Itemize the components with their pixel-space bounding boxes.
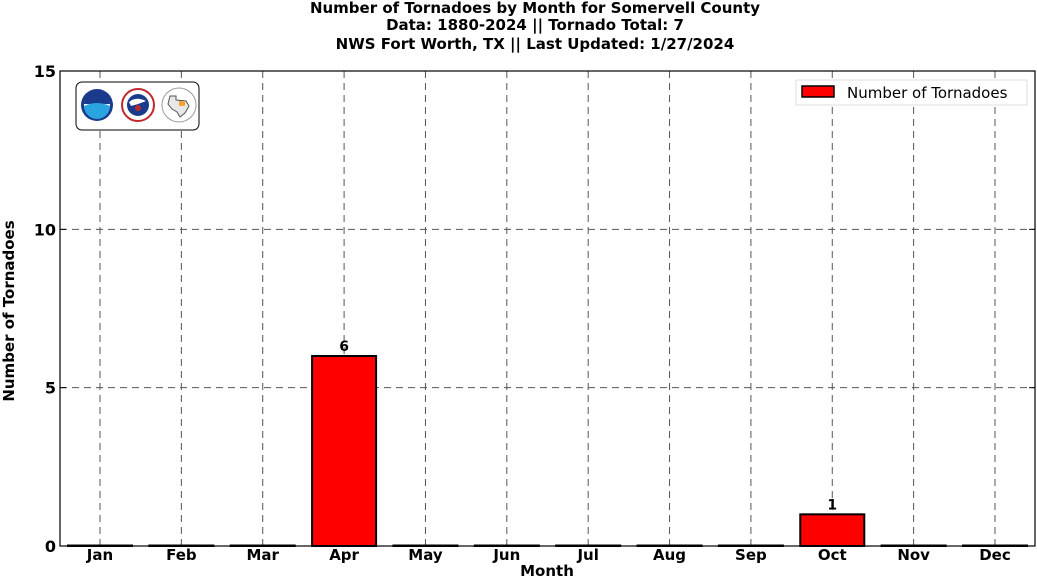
bar-series xyxy=(67,355,1028,547)
grid-lines xyxy=(60,71,1035,546)
legend-label: Number of Tornadoes xyxy=(847,84,1008,102)
chart-title-line-3: NWS Fort Worth, TX || Last Updated: 1/27… xyxy=(335,35,735,53)
x-tick-label: Feb xyxy=(166,546,197,564)
bar-oct xyxy=(799,513,866,547)
data-label-oct: 1 xyxy=(827,497,837,513)
x-tick-label: Aug xyxy=(653,546,686,564)
y-tick-label: 0 xyxy=(45,537,56,556)
logo-box xyxy=(75,81,200,131)
x-tick-label: May xyxy=(408,546,443,564)
y-tick-label: 5 xyxy=(45,379,56,398)
x-axis-label: Month xyxy=(520,562,574,580)
x-tick-label: Jun xyxy=(492,546,520,564)
legend: Number of Tornadoes xyxy=(795,79,1028,106)
noaa-logo xyxy=(81,89,113,121)
texas-logo xyxy=(161,87,197,123)
plot-frame xyxy=(59,70,1036,547)
x-tick-label: Sep xyxy=(735,546,767,564)
legend-swatch xyxy=(801,85,835,98)
x-tick-label: Mar xyxy=(247,546,280,564)
y-tick-label: 10 xyxy=(34,220,56,239)
bar-apr xyxy=(311,355,378,547)
x-tick-label: Oct xyxy=(818,546,847,564)
data-labels: 61 xyxy=(339,339,837,513)
x-tick-label: Nov xyxy=(897,546,930,564)
data-label-apr: 6 xyxy=(339,339,349,355)
x-tick-label: Apr xyxy=(329,546,359,564)
axis-ticks: 0 5 10 15 Jan Feb Mar Apr May Jun Jul Aug Sep Oct Nov D… xyxy=(34,62,1035,564)
x-tick-label: Jul xyxy=(576,546,598,564)
x-tick-label: Jan xyxy=(86,546,113,564)
y-tick-label: 15 xyxy=(34,62,56,81)
chart-title-line-1: Number of Tornadoes by Month for Somerve… xyxy=(309,0,761,17)
x-tick-label: Dec xyxy=(979,546,1011,564)
nws-logo xyxy=(121,88,155,122)
y-axis-label: Number of Tornadoes xyxy=(0,220,18,401)
chart-title-line-2: Data: 1880-2024 || Tornado Total: 7 xyxy=(386,16,684,34)
